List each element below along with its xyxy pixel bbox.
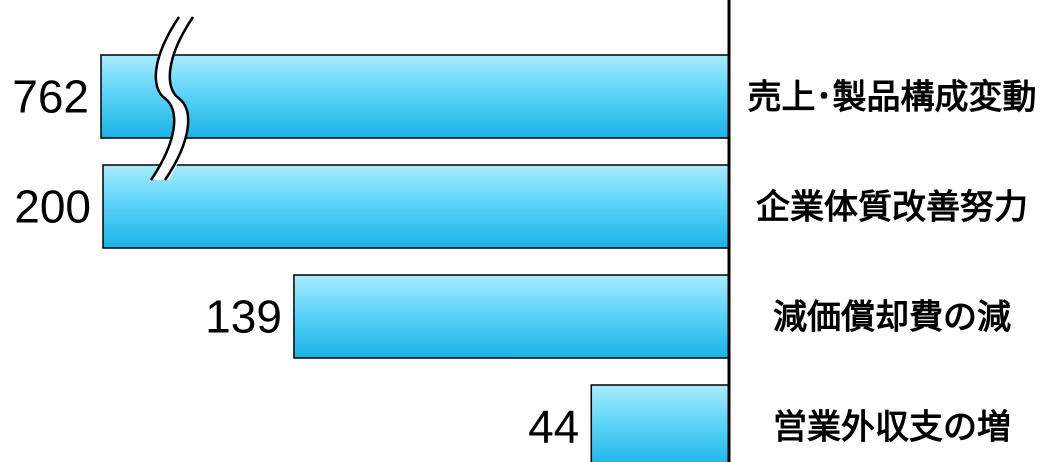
data-label-2: 200 bbox=[14, 181, 91, 233]
axis-break-line-1 bbox=[149, 16, 181, 181]
category-label-4: 営業外収支の増 bbox=[773, 408, 1011, 448]
data-label-3: 139 bbox=[205, 291, 282, 343]
bars-layer bbox=[100, 54, 730, 462]
axis-break-line-2 bbox=[163, 16, 195, 181]
bar-3 bbox=[293, 274, 730, 359]
category-label-1: 売上･製品構成変動 bbox=[748, 78, 1037, 118]
bar-2 bbox=[102, 164, 730, 249]
data-label-4: 44 bbox=[528, 401, 579, 453]
axis-break-marker bbox=[149, 16, 195, 181]
category-label-2: 企業体質改善努力 bbox=[756, 188, 1028, 228]
bar-4 bbox=[590, 384, 730, 462]
category-label-3: 減価償却費の減 bbox=[773, 298, 1011, 338]
data-label-1: 762 bbox=[12, 71, 89, 123]
labels-layer: 762 売上･製品構成変動 200 企業体質改善努力 139 減価償却費の減 44 営業外収支… bbox=[12, 71, 1036, 453]
bar-1 bbox=[100, 54, 730, 139]
axis-break-band bbox=[151, 17, 193, 180]
